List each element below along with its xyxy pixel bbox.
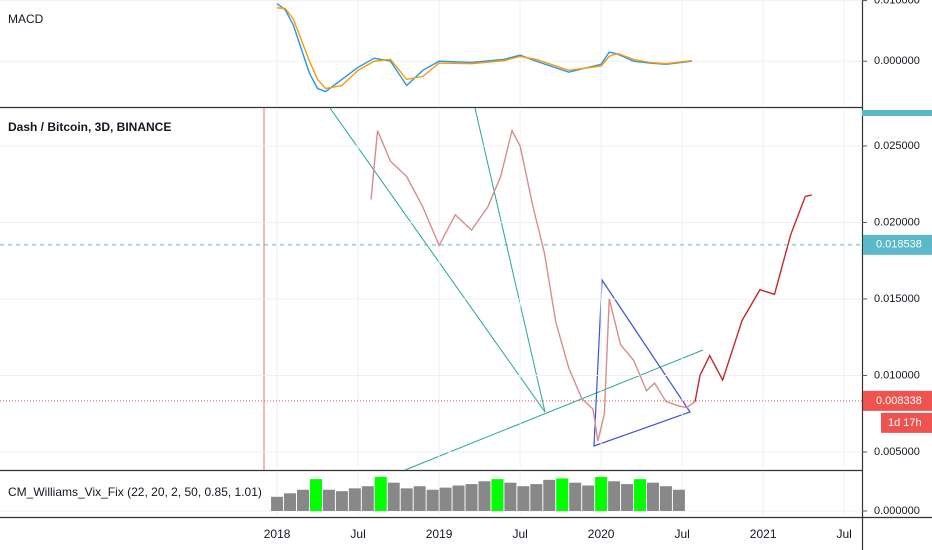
pane	[0, 0, 862, 93]
x-tick-label: Jul	[350, 527, 365, 541]
price-label: 0.008338	[876, 395, 922, 407]
y-tick-label: 0.010000	[874, 369, 920, 381]
x-tick-label: Jul	[512, 527, 527, 541]
bar	[504, 482, 517, 511]
bar	[452, 485, 465, 511]
bar	[413, 486, 426, 511]
price-label-box	[863, 390, 932, 411]
bar	[309, 479, 322, 511]
bar	[659, 486, 672, 511]
pane-title: Dash / Bitcoin, 3D, BINANCE	[8, 120, 171, 134]
series-line	[277, 7, 692, 90]
bar	[465, 484, 478, 511]
trend-line	[474, 107, 546, 413]
bar	[517, 486, 530, 511]
pane	[0, 477, 862, 512]
price-marker	[862, 110, 932, 116]
bar	[335, 491, 348, 511]
bar	[361, 486, 374, 511]
countdown-box	[881, 412, 932, 433]
series-line	[694, 194, 812, 402]
pane-title: CM_Williams_Vix_Fix (22, 20, 2, 50, 0.85…	[8, 485, 262, 499]
x-tick-label: Jul	[837, 527, 852, 541]
bar	[543, 479, 556, 511]
bar	[582, 485, 595, 511]
x-tick-label: 2020	[588, 527, 615, 541]
bar	[556, 478, 569, 511]
pane	[0, 128, 862, 453]
bar	[374, 477, 387, 511]
bar	[608, 481, 621, 511]
trend-line	[404, 349, 704, 471]
bar	[646, 482, 659, 511]
triangle-pattern	[593, 278, 691, 447]
y-tick-label: 0.000000	[874, 55, 920, 67]
bar	[491, 479, 504, 511]
bar	[439, 487, 452, 511]
bar	[595, 477, 608, 511]
y-tick-label: 0.015000	[874, 293, 920, 305]
bar	[387, 482, 400, 511]
bar	[322, 489, 335, 511]
x-tick-label: Jul	[674, 527, 689, 541]
countdown-label: 1d 17h	[888, 417, 922, 429]
y-tick-label: 0.020000	[874, 216, 920, 228]
bar	[672, 489, 685, 511]
bar	[530, 484, 543, 511]
x-tick-label: 2021	[750, 527, 777, 541]
price-label: 0.018538	[876, 239, 922, 251]
y-tick-label: 0.010000	[874, 0, 920, 7]
x-tick-label: 2018	[264, 527, 291, 541]
bar	[348, 488, 361, 511]
bar	[569, 482, 582, 511]
bar	[296, 489, 309, 511]
pane-title: MACD	[8, 12, 44, 26]
bar	[271, 496, 284, 511]
x-tick-label: 2019	[426, 527, 453, 541]
y-tick-label: 0.025000	[874, 140, 920, 152]
trend-line	[329, 107, 546, 413]
series-line	[370, 128, 696, 442]
bar	[400, 488, 413, 511]
y-tick-label: 0.000000	[874, 505, 920, 517]
bar	[284, 493, 297, 511]
bar	[478, 481, 491, 511]
price-label-box	[863, 234, 932, 255]
y-tick-label: 0.005000	[874, 446, 920, 458]
series-line	[276, 3, 692, 93]
bar	[426, 489, 439, 511]
bar	[621, 484, 634, 511]
bar	[634, 479, 647, 511]
